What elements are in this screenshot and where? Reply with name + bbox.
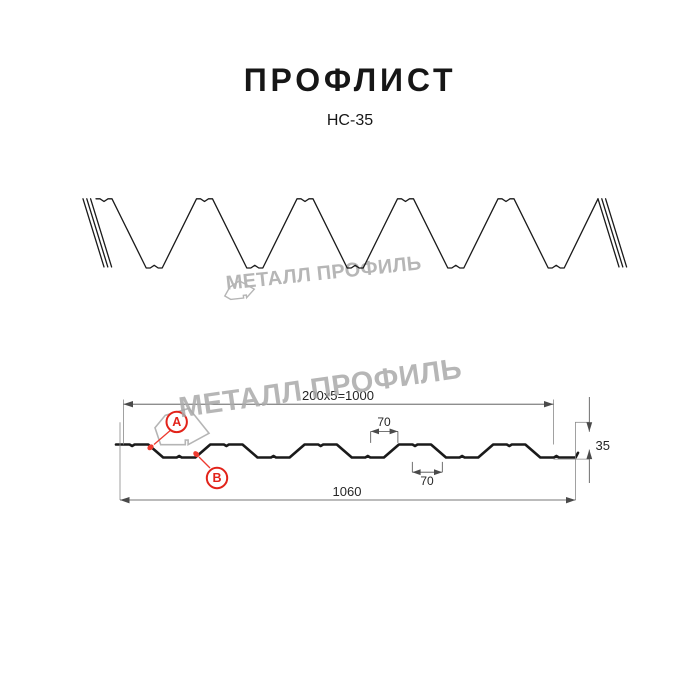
svg-text:35: 35 [596, 438, 610, 453]
svg-text:70: 70 [377, 415, 391, 429]
svg-text:МЕТАЛЛ ПРОФИЛЬ: МЕТАЛЛ ПРОФИЛЬ [225, 252, 423, 294]
svg-text:МЕТАЛЛ ПРОФИЛЬ: МЕТАЛЛ ПРОФИЛЬ [177, 353, 464, 424]
svg-text:B: B [212, 471, 221, 485]
svg-text:70: 70 [420, 474, 434, 488]
svg-text:1060: 1060 [333, 484, 362, 499]
